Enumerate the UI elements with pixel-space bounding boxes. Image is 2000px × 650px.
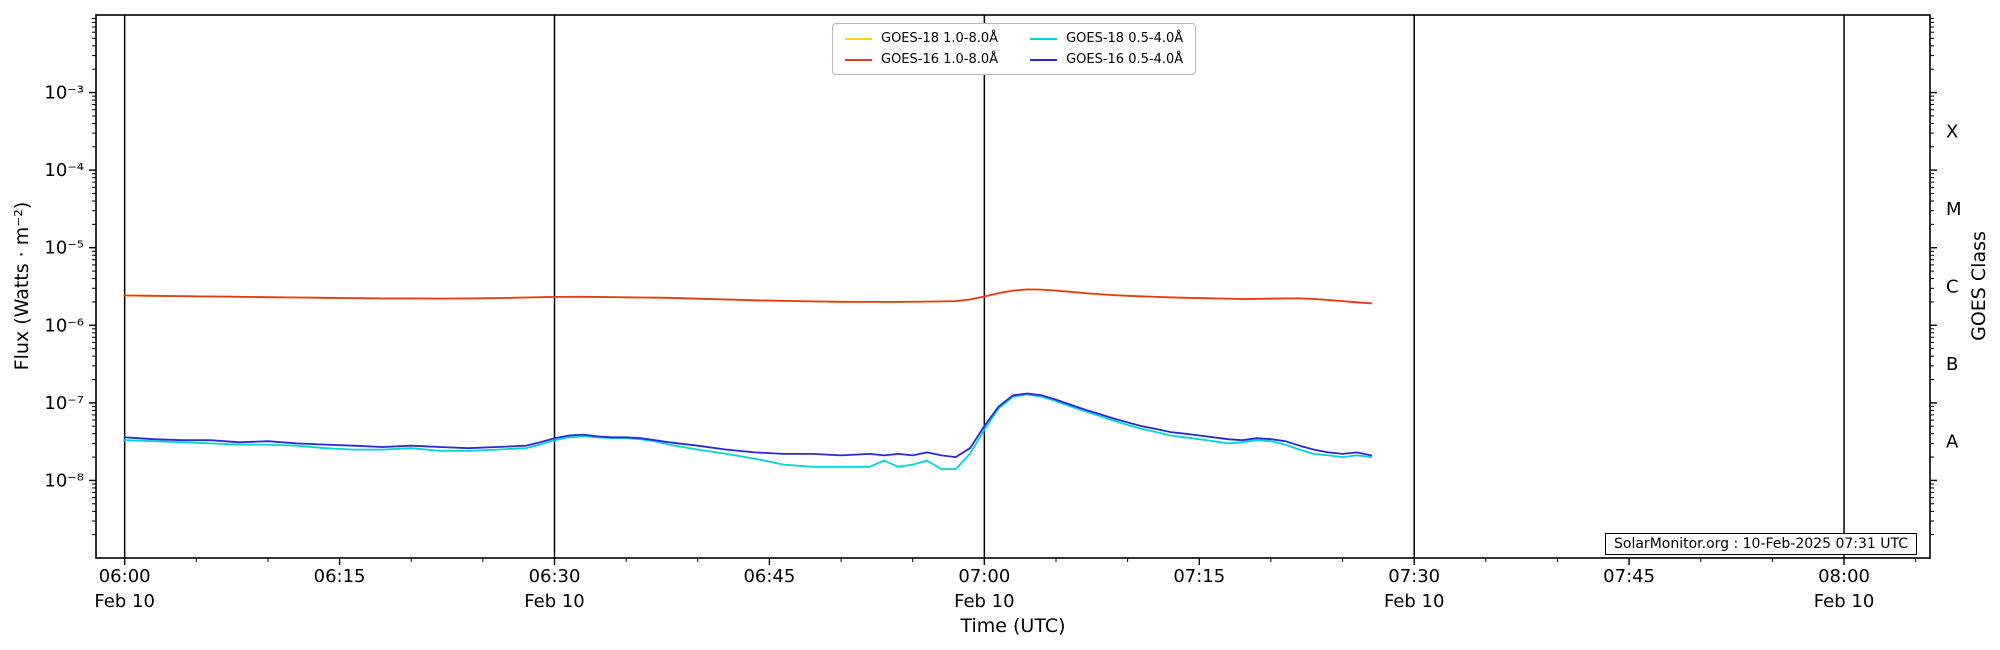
y-tick-label: 10⁻⁴ — [44, 160, 84, 181]
x-tick-label: 07:30 — [1388, 566, 1440, 587]
x-date-label: Feb 10 — [94, 591, 155, 612]
x-date-label: Feb 10 — [1814, 591, 1875, 612]
legend-label: GOES-18 0.5-4.0Å — [1066, 31, 1184, 46]
legend-entry-goes-18-0.5-4.0: GOES-18 0.5-4.0Å — [1030, 31, 1183, 46]
x-axis-label-time: Time (UTC) — [960, 615, 1066, 637]
legend-entry-goes-18-1.0-8.0: GOES-18 1.0-8.0Å — [845, 31, 998, 46]
series-line-goes-18-1.0-8.0 — [123, 288, 1373, 305]
x-tick-label: 06:30 — [529, 566, 581, 587]
legend-line-swatch — [1030, 58, 1058, 61]
x-tick-label: 07:00 — [958, 566, 1010, 587]
goes-class-label-c: C — [1946, 277, 1959, 298]
x-date-label: Feb 10 — [524, 591, 585, 612]
legend-label: GOES-16 0.5-4.0Å — [1066, 52, 1184, 67]
y-axis-label-goes-class: GOES Class — [1968, 231, 1990, 341]
series-line-goes-16-1.0-8.0 — [123, 288, 1373, 305]
y-tick-label: 10⁻⁸ — [44, 470, 84, 491]
y-tick-label: 10⁻³ — [44, 83, 84, 104]
y-tick-label: 10⁻⁶ — [44, 315, 84, 336]
legend-line-swatch — [1030, 37, 1058, 40]
legend-line-swatch — [845, 37, 872, 40]
x-tick-label: 06:45 — [743, 566, 795, 587]
x-tick-label: 07:45 — [1603, 566, 1655, 587]
plot-border — [95, 14, 1931, 559]
legend-label: GOES-18 1.0-8.0Å — [881, 31, 999, 46]
goes-class-label-m: M — [1946, 199, 1962, 220]
x-tick-label: 06:15 — [314, 566, 366, 587]
y-tick-label: 10⁻⁷ — [44, 393, 84, 414]
solarmonitor-watermark: SolarMonitor.org : 10-Feb-2025 07:31 UTC — [1605, 533, 1917, 555]
legend-line-swatch — [845, 58, 872, 61]
x-date-label: Feb 10 — [1384, 591, 1445, 612]
series-line-goes-18-0.5-4.0 — [123, 393, 1373, 471]
series-line-goes-16-0.5-4.0 — [123, 392, 1373, 459]
x-tick-label: 08:00 — [1818, 566, 1870, 587]
y-axis-label-flux: Flux (Watts · m⁻²) — [11, 201, 33, 371]
y-tick-label: 10⁻⁵ — [44, 238, 84, 259]
goes-class-label-b: B — [1946, 354, 1958, 375]
x-date-label: Feb 10 — [954, 591, 1015, 612]
legend: GOES-18 1.0-8.0Å GOES-16 1.0-8.0Å GOES-18 … — [832, 23, 1197, 75]
goes-class-label-x: X — [1946, 121, 1958, 142]
x-tick-label: 07:15 — [1173, 566, 1225, 587]
legend-entry-goes-16-0.5-4.0: GOES-16 0.5-4.0Å — [1030, 52, 1183, 67]
goes-class-label-a: A — [1946, 432, 1959, 453]
legend-entry-goes-16-1.0-8.0: GOES-16 1.0-8.0Å — [845, 52, 998, 67]
legend-label: GOES-16 1.0-8.0Å — [881, 52, 999, 67]
x-tick-label: 06:00 — [99, 566, 151, 587]
